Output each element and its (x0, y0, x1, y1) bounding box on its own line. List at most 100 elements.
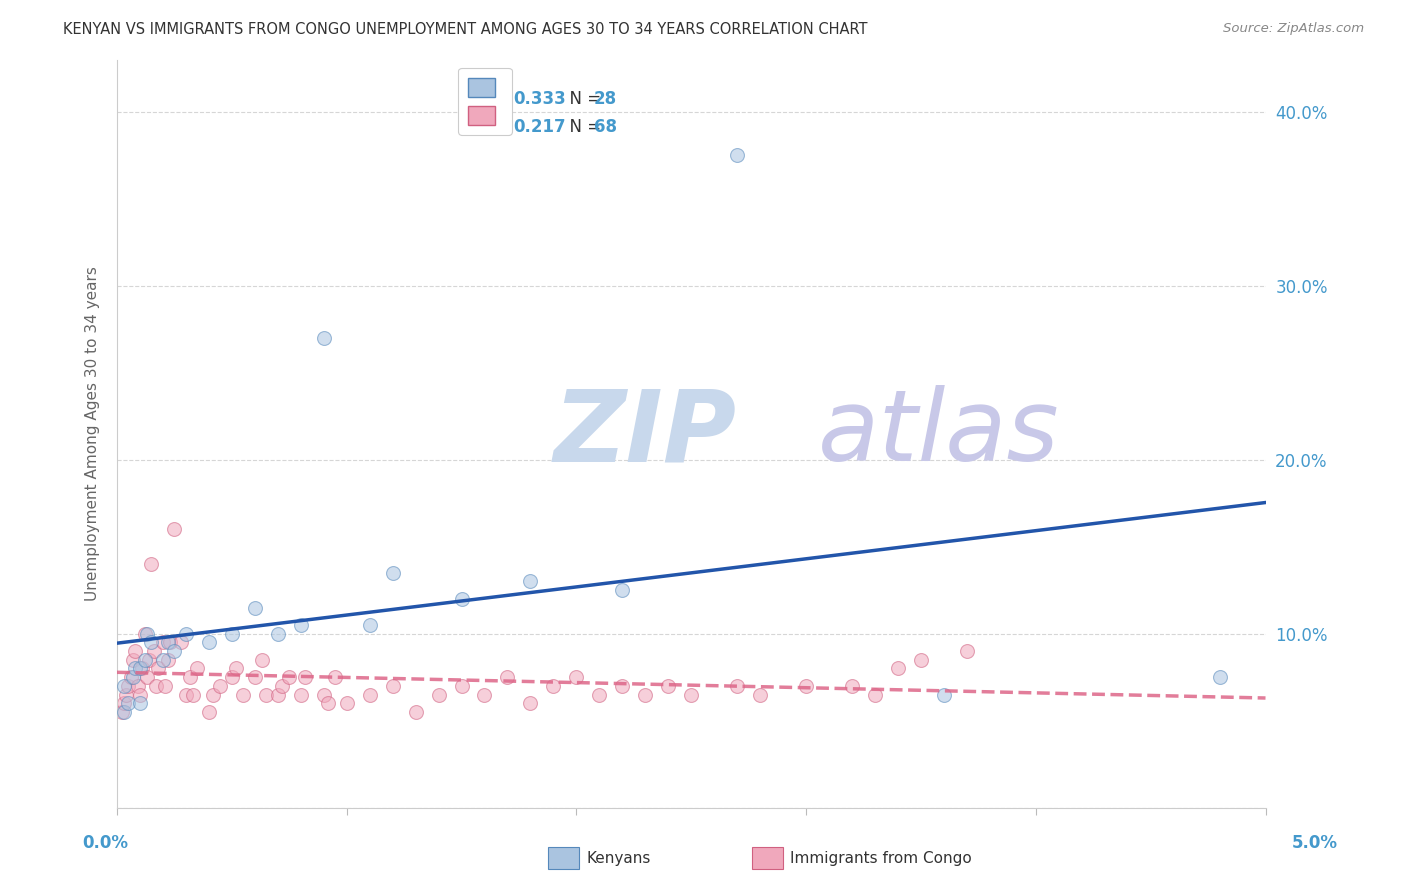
Point (163, 644, 186, 658)
Point (110, 705, 132, 719)
Point (152, 635, 174, 649)
Point (129, 661, 152, 675)
Point (135, 626, 157, 640)
Point (124, 661, 146, 675)
Point (159, 635, 181, 649)
Point (749, 688, 772, 702)
Point (312, 331, 335, 345)
Text: 68: 68 (593, 118, 617, 136)
Point (681, 688, 703, 702)
Point (141, 635, 163, 649)
Text: Immigrants from Congo: Immigrants from Congo (790, 851, 972, 865)
Point (290, 618, 312, 632)
Point (543, 679, 565, 693)
Point (148, 661, 170, 675)
Text: R =: R = (479, 90, 515, 108)
Point (381, 566, 404, 580)
Point (122, 670, 145, 684)
Point (254, 688, 277, 702)
Point (243, 670, 266, 684)
Point (120, 670, 142, 684)
Point (474, 688, 496, 702)
Text: 28: 28 (593, 90, 617, 108)
Point (496, 670, 519, 684)
Point (519, 574, 541, 589)
Point (142, 644, 165, 658)
Point (117, 679, 139, 693)
Point (129, 688, 152, 702)
Text: atlas: atlas (817, 385, 1059, 482)
Point (323, 670, 346, 684)
Y-axis label: Unemployment Among Ages 30 to 34 years: Unemployment Among Ages 30 to 34 years (86, 266, 100, 601)
Text: N =: N = (560, 118, 606, 136)
Point (657, 679, 679, 693)
Point (250, 653, 273, 667)
Point (124, 644, 146, 658)
Text: 0.0%: 0.0% (83, 834, 128, 852)
Point (450, 591, 472, 606)
Point (186, 661, 208, 675)
Point (225, 661, 247, 675)
Text: KENYAN VS IMMIGRANTS FROM CONGO UNEMPLOYMENT AMONG AGES 30 TO 34 YEARS CORRELATI: KENYAN VS IMMIGRANTS FROM CONGO UNEMPLOY… (63, 22, 868, 37)
Point (794, 679, 817, 693)
Point (612, 583, 634, 598)
Point (209, 679, 232, 693)
Point (163, 522, 186, 536)
Point (112, 705, 135, 719)
Point (359, 688, 381, 702)
Point (131, 661, 153, 675)
Text: 0.217: 0.217 (513, 118, 565, 136)
Point (290, 688, 312, 702)
Point (863, 688, 886, 702)
Point (141, 557, 163, 571)
Text: Source: ZipAtlas.com: Source: ZipAtlas.com (1223, 22, 1364, 36)
Point (138, 653, 160, 667)
Point (115, 688, 138, 702)
Point (202, 688, 225, 702)
Point (134, 626, 156, 640)
Point (381, 679, 404, 693)
Point (565, 670, 588, 684)
Point (198, 635, 221, 649)
Text: 0.333: 0.333 (513, 90, 567, 108)
Point (152, 653, 174, 667)
Point (134, 653, 156, 667)
Legend: , : , (458, 68, 512, 135)
Point (179, 670, 201, 684)
Text: N =: N = (560, 90, 606, 108)
Point (588, 688, 610, 702)
Point (135, 670, 157, 684)
Point (174, 626, 197, 640)
Point (1208, 670, 1230, 684)
Point (336, 696, 359, 710)
Point (278, 670, 301, 684)
Point (198, 705, 221, 719)
Text: ZIP: ZIP (554, 385, 737, 482)
Point (267, 688, 290, 702)
Point (450, 679, 472, 693)
Point (359, 618, 381, 632)
Point (612, 679, 634, 693)
Point (221, 626, 243, 640)
Point (122, 653, 145, 667)
Point (427, 688, 450, 702)
Point (243, 600, 266, 615)
Point (887, 661, 910, 675)
Point (155, 679, 177, 693)
Point (519, 696, 541, 710)
Point (725, 148, 748, 162)
Point (634, 688, 657, 702)
Point (156, 653, 179, 667)
Point (232, 688, 254, 702)
Point (841, 679, 863, 693)
Point (267, 626, 290, 640)
Point (221, 670, 243, 684)
Point (316, 696, 339, 710)
Point (112, 696, 135, 710)
Point (294, 670, 316, 684)
Point (271, 679, 294, 693)
Point (127, 679, 149, 693)
Text: Kenyans: Kenyans (586, 851, 651, 865)
Point (174, 688, 197, 702)
Point (170, 635, 193, 649)
